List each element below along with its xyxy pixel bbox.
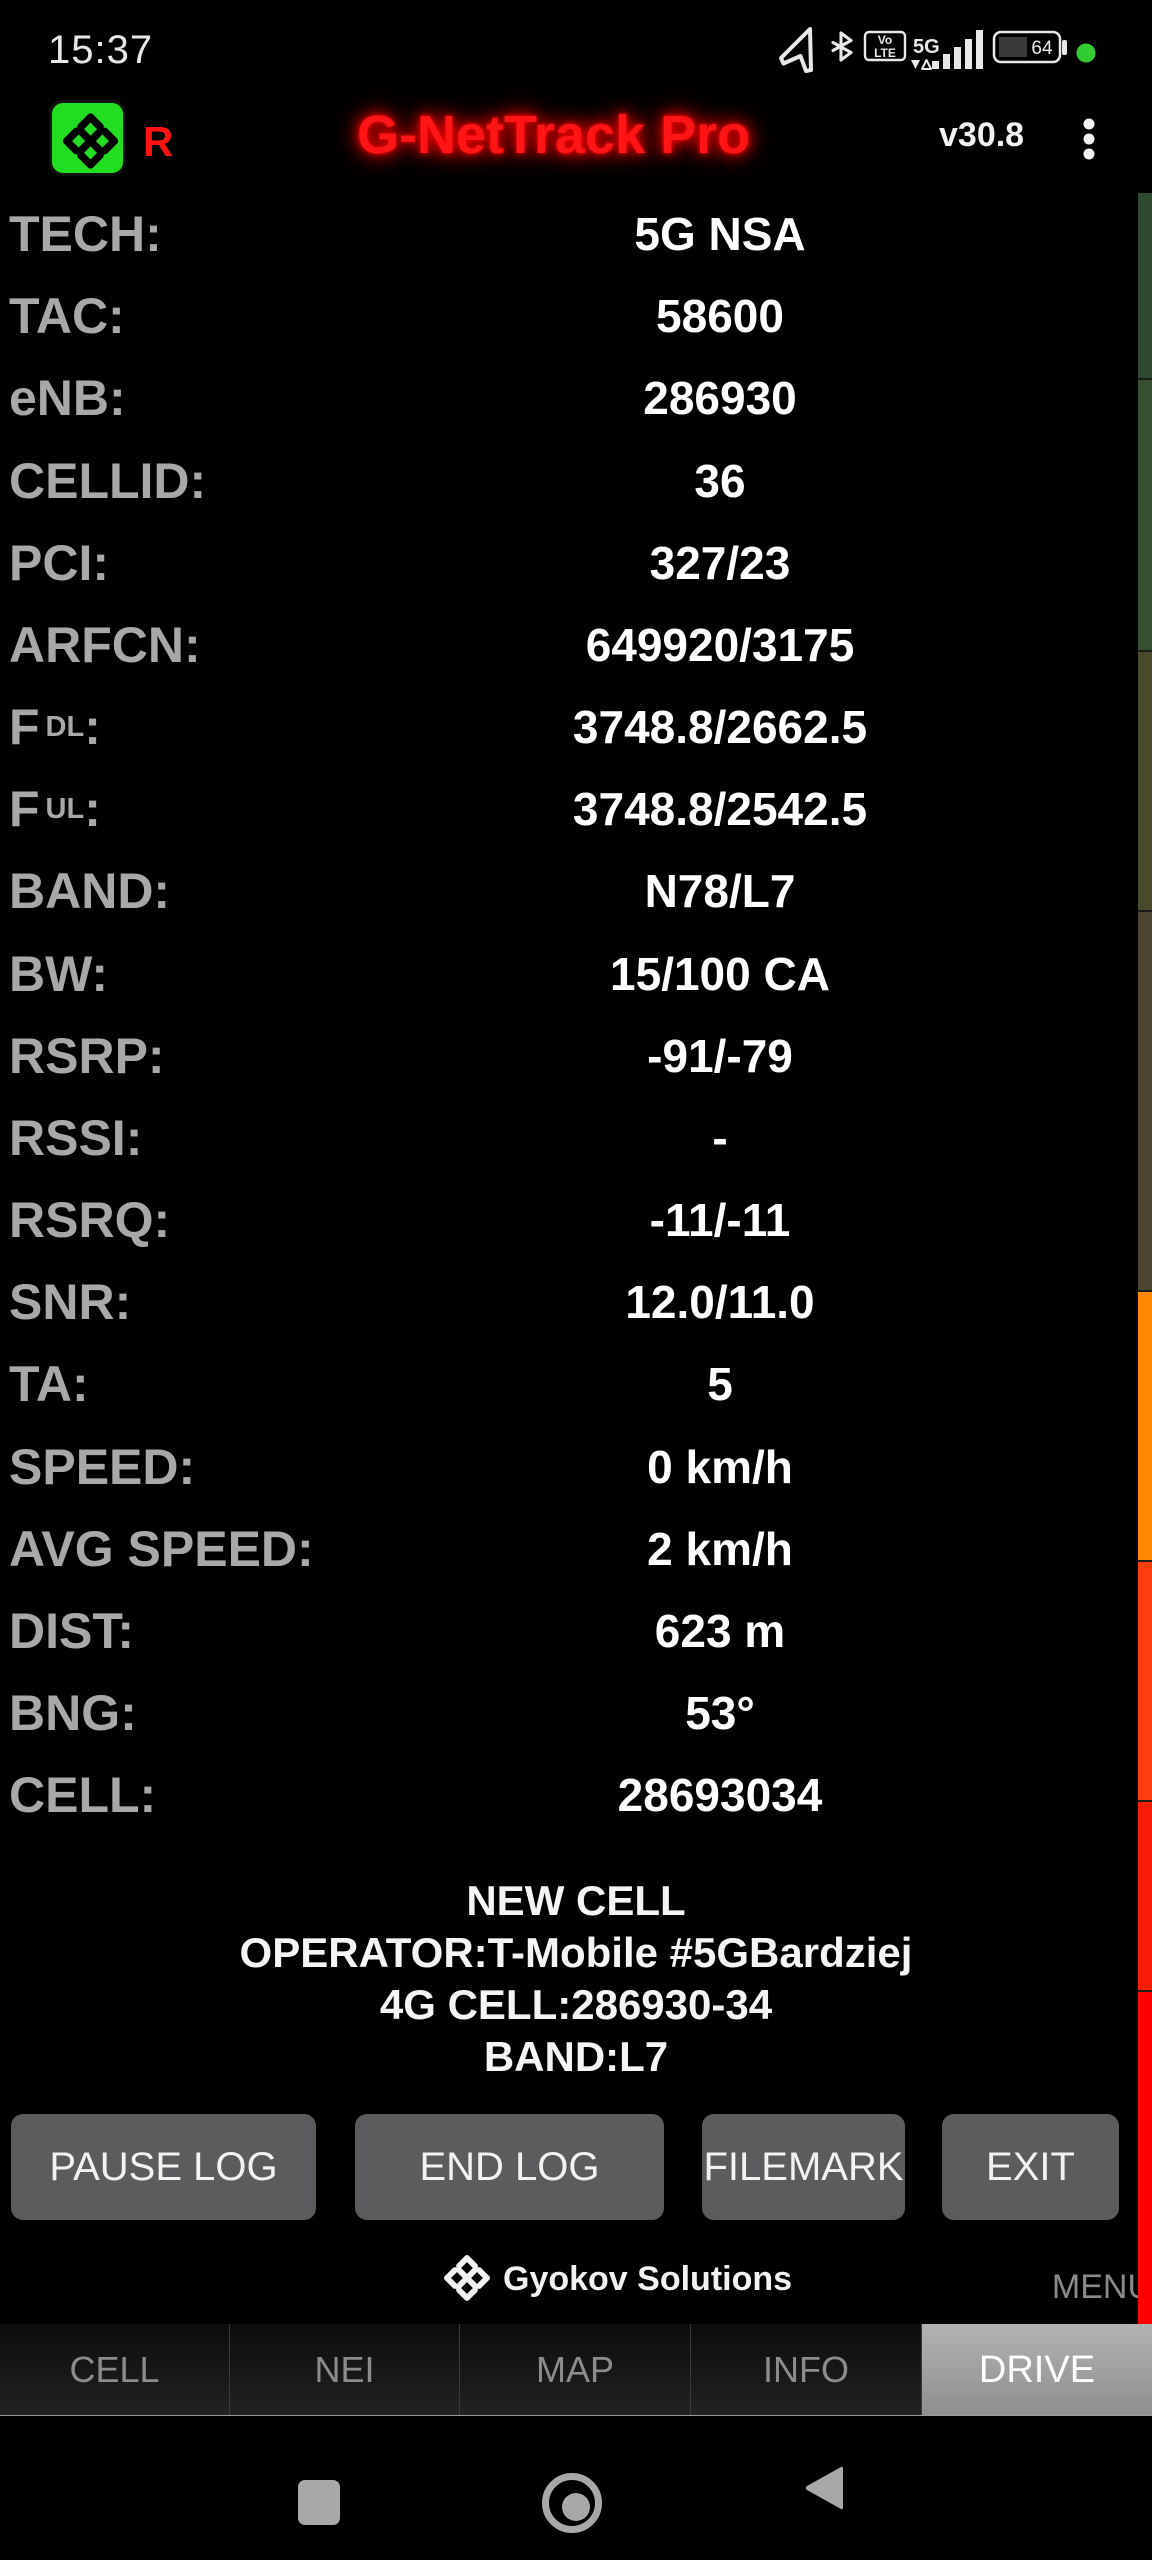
svg-text:LTE: LTE — [874, 46, 896, 60]
svg-text:5G: 5G — [913, 36, 940, 58]
svg-text:Vo: Vo — [878, 33, 892, 47]
svg-text:64: 64 — [1031, 38, 1053, 59]
